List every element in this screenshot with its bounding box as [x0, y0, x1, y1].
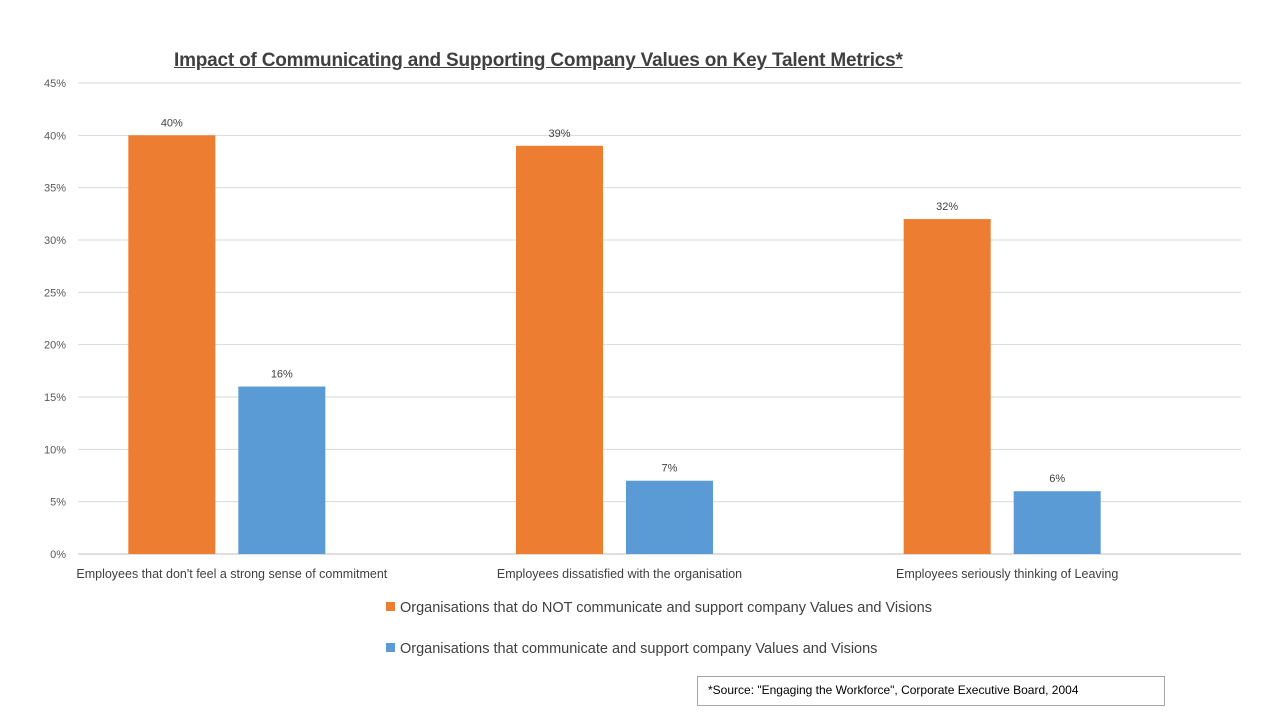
bar [903, 219, 991, 555]
legend-swatch-blue [386, 643, 395, 652]
legend-swatch-orange [386, 602, 395, 611]
bar [626, 480, 713, 554]
y-tick-label: 30% [44, 235, 66, 247]
y-tick-label: 0% [50, 549, 66, 561]
data-label: 40% [161, 117, 183, 129]
legend-label: Organisations that communicate and suppo… [400, 641, 878, 657]
chart-title: Impact of Communicating and Supporting C… [174, 50, 903, 71]
y-tick-label: 40% [44, 130, 66, 142]
legend-label: Organisations that do NOT communicate an… [400, 600, 932, 616]
bar [128, 135, 216, 555]
y-tick-label: 10% [44, 444, 66, 456]
y-tick-label: 20% [44, 340, 66, 352]
legend-item-communicate: Organisations that communicate and suppo… [386, 641, 877, 657]
x-category-label: Employees dissatisfied with the organisa… [497, 567, 742, 581]
x-category-label: Employees seriously thinking of Leaving [896, 567, 1118, 581]
data-label: 32% [936, 201, 958, 213]
y-tick-label: 15% [44, 392, 66, 404]
x-category-label: Employees that don't feel a strong sense… [76, 567, 387, 581]
y-tick-label: 25% [44, 287, 66, 299]
legend-item-not-communicate: Organisations that do NOT communicate an… [386, 600, 932, 616]
y-tick-label: 45% [44, 78, 66, 90]
data-label: 7% [662, 463, 678, 475]
source-note: *Source: "Engaging the Workforce", Corpo… [697, 676, 1165, 706]
y-tick-label: 5% [50, 497, 66, 509]
data-label: 39% [548, 128, 570, 140]
data-label: 16% [271, 369, 293, 381]
data-label: 6% [1049, 473, 1065, 485]
bar [1013, 491, 1101, 554]
y-tick-label: 35% [44, 183, 66, 195]
bar [516, 145, 603, 555]
bar [238, 386, 326, 554]
